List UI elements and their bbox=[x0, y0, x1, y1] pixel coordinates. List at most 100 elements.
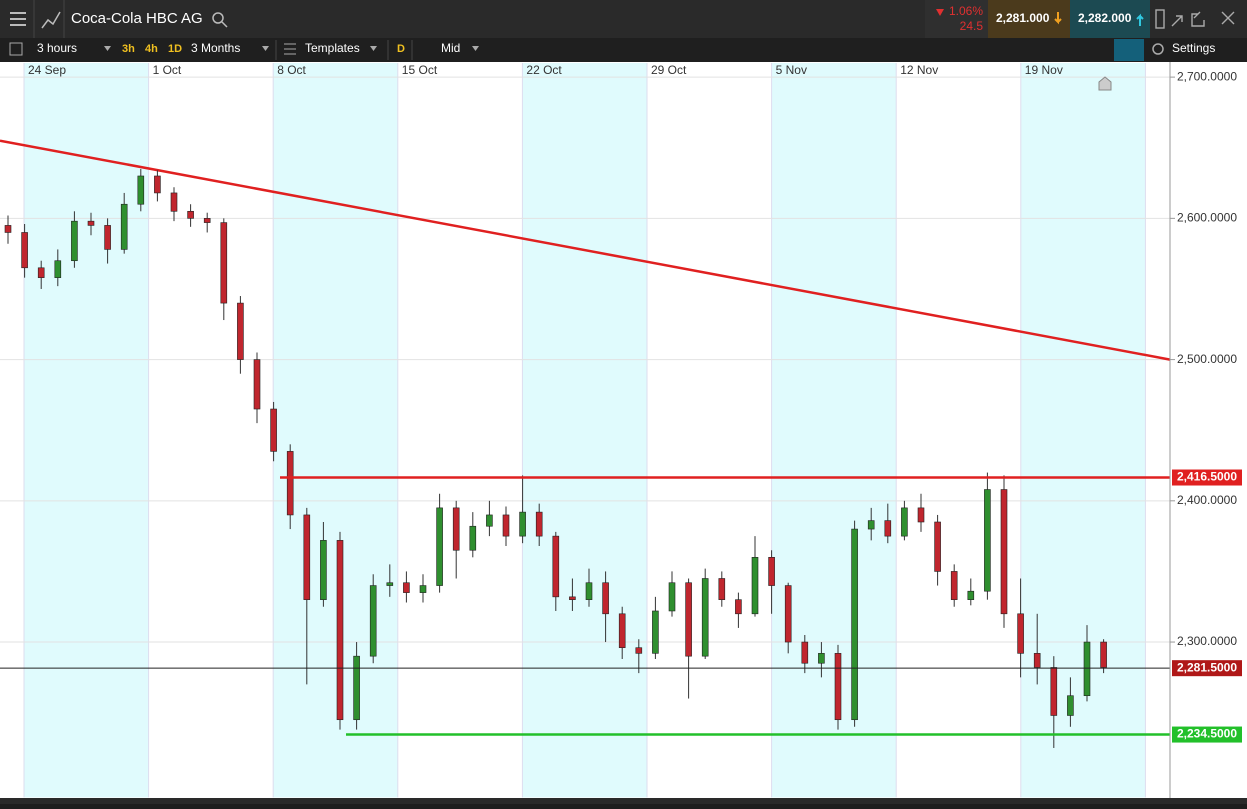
price-mode[interactable]: Mid bbox=[441, 41, 460, 55]
candle-body bbox=[21, 232, 28, 269]
candle-body bbox=[668, 582, 676, 612]
d-button[interactable]: D bbox=[397, 43, 405, 55]
candle-body bbox=[1033, 653, 1041, 668]
candle-body bbox=[154, 175, 161, 194]
candle-body bbox=[120, 203, 128, 250]
candle-body bbox=[718, 578, 726, 600]
x-tick-label: 1 Oct bbox=[153, 63, 182, 77]
level-label: 2,281.5000 bbox=[1177, 660, 1237, 674]
change-pct: 1.06% bbox=[949, 4, 983, 18]
chart-icon[interactable] bbox=[41, 11, 61, 29]
candle-body bbox=[237, 302, 244, 360]
level-label: 2,234.5000 bbox=[1177, 727, 1237, 741]
quick-interval[interactable]: 3h bbox=[122, 43, 135, 55]
candle-body bbox=[1083, 641, 1091, 697]
interval-select[interactable]: 3 hours bbox=[37, 41, 77, 55]
candle-body bbox=[336, 540, 344, 721]
x-tick-label: 24 Sep bbox=[28, 63, 66, 77]
x-tick-label: 8 Oct bbox=[277, 63, 306, 77]
x-tick-label: 5 Nov bbox=[776, 63, 807, 77]
toolbar bbox=[0, 38, 1247, 62]
candle-body bbox=[735, 599, 742, 615]
buy-button[interactable] bbox=[1070, 0, 1150, 38]
candle-body bbox=[270, 408, 277, 452]
candle-body bbox=[1000, 489, 1008, 615]
candle-body bbox=[419, 585, 427, 593]
x-tick-label: 22 Oct bbox=[526, 63, 562, 77]
level-label: 2,416.5000 bbox=[1177, 470, 1237, 484]
candle-body bbox=[784, 585, 792, 643]
x-tick-label: 19 Nov bbox=[1025, 63, 1063, 77]
candle-body bbox=[585, 582, 593, 600]
settings-button[interactable]: Settings bbox=[1172, 41, 1215, 55]
candle-body bbox=[436, 507, 443, 586]
active-tool[interactable] bbox=[1114, 39, 1144, 61]
candle-body bbox=[386, 582, 394, 586]
x-tick-label: 15 Oct bbox=[402, 63, 438, 77]
candle-body bbox=[535, 511, 543, 537]
candle-body bbox=[303, 514, 311, 600]
candle-body bbox=[884, 520, 892, 537]
candle-body bbox=[353, 655, 360, 721]
candle-body bbox=[203, 218, 211, 223]
candle-body bbox=[137, 175, 145, 205]
candle-body bbox=[967, 590, 975, 600]
candle-body bbox=[917, 507, 925, 523]
y-tick-label: 2,600.0000 bbox=[1177, 211, 1237, 225]
candle-body bbox=[37, 267, 45, 278]
candle-body bbox=[4, 225, 12, 233]
instrument-title[interactable]: Coca-Cola HBC AG bbox=[71, 10, 203, 27]
y-tick-label: 2,400.0000 bbox=[1177, 493, 1237, 507]
buy-price[interactable]: 2,282.000 bbox=[1078, 11, 1132, 25]
trend-line bbox=[0, 139, 1171, 361]
candle-body bbox=[818, 653, 825, 664]
x-tick-label: 29 Oct bbox=[651, 63, 687, 77]
week-band bbox=[24, 63, 149, 798]
level-box bbox=[1172, 469, 1242, 486]
candle-body bbox=[519, 511, 526, 537]
window-icons[interactable] bbox=[1155, 9, 1235, 29]
candle-body bbox=[502, 514, 510, 537]
candle-body bbox=[602, 582, 609, 615]
candle-body bbox=[104, 225, 111, 250]
candle-body bbox=[1050, 667, 1058, 716]
level-box bbox=[1172, 660, 1242, 677]
candle-body bbox=[170, 192, 178, 212]
y-tick-label: 2,300.0000 bbox=[1177, 634, 1237, 648]
candle-body bbox=[635, 647, 643, 654]
x-tick-label: 12 Nov bbox=[900, 63, 938, 77]
range-select[interactable]: 3 Months bbox=[191, 41, 240, 55]
week-band bbox=[273, 63, 398, 798]
search-icon[interactable] bbox=[212, 12, 224, 24]
candle-body bbox=[685, 582, 692, 657]
candle-body bbox=[87, 220, 95, 226]
candle-body bbox=[1100, 641, 1107, 668]
level-box bbox=[1172, 726, 1242, 743]
scroll-icon[interactable] bbox=[1098, 76, 1112, 91]
candle-body bbox=[934, 521, 941, 572]
candle-body bbox=[701, 578, 709, 657]
week-band bbox=[522, 63, 647, 798]
candle-body bbox=[71, 220, 78, 262]
candle-body bbox=[486, 514, 493, 527]
candle-body bbox=[1067, 695, 1074, 716]
candle-body bbox=[286, 451, 294, 516]
templates-button[interactable]: Templates bbox=[305, 41, 360, 55]
quick-interval[interactable]: 1D bbox=[168, 43, 182, 55]
candle-body bbox=[801, 641, 809, 664]
candle-body bbox=[867, 520, 875, 530]
candle-body bbox=[618, 613, 626, 648]
sell-price[interactable]: 2,281.000 bbox=[996, 11, 1050, 25]
menu-icon[interactable] bbox=[10, 12, 26, 26]
candle-body bbox=[751, 557, 759, 615]
candle-body bbox=[901, 507, 908, 537]
candle-body bbox=[253, 359, 261, 410]
candle-body bbox=[187, 210, 194, 219]
candle-body bbox=[369, 585, 377, 657]
y-tick-label: 2,700.0000 bbox=[1177, 69, 1237, 83]
quick-interval[interactable]: 4h bbox=[145, 43, 158, 55]
candle-body bbox=[984, 489, 991, 592]
bottom-bar bbox=[0, 798, 1247, 804]
